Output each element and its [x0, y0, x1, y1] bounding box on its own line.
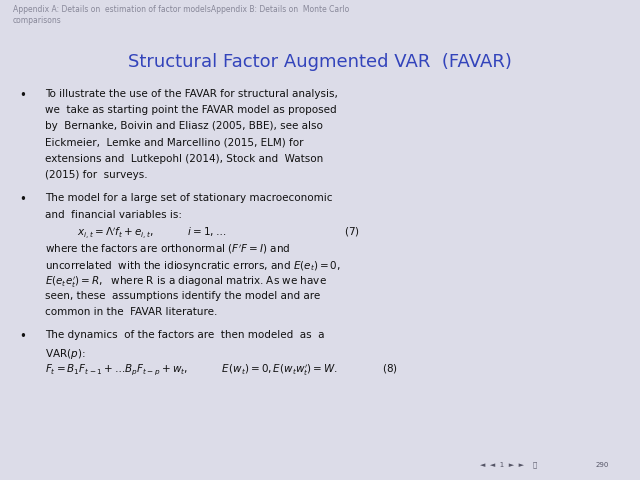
- Text: Structural Factor Augmented VAR  (FAVAR): Structural Factor Augmented VAR (FAVAR): [128, 53, 512, 71]
- Text: we  take as starting point the FAVAR model as proposed: we take as starting point the FAVAR mode…: [45, 105, 337, 115]
- Text: The dynamics  of the factors are  then modeled  as  a: The dynamics of the factors are then mod…: [45, 330, 324, 340]
- Text: The model for a large set of stationary macroeconomic: The model for a large set of stationary …: [45, 193, 332, 203]
- Text: •: •: [19, 330, 26, 343]
- Text: where the factors are orthonormal ($F'F = I$) and: where the factors are orthonormal ($F'F …: [45, 242, 290, 256]
- Text: common in the  FAVAR literature.: common in the FAVAR literature.: [45, 308, 217, 317]
- Text: VAR($p$):: VAR($p$):: [45, 347, 85, 360]
- Text: extensions and  Lutkepohl (2014), Stock and  Watson: extensions and Lutkepohl (2014), Stock a…: [45, 154, 323, 164]
- Text: 290: 290: [595, 462, 609, 468]
- Text: ◄  ◄  1  ►  ►    ８: ◄ ◄ 1 ► ► ８: [480, 461, 537, 468]
- Text: To illustrate the use of the FAVAR for structural analysis,: To illustrate the use of the FAVAR for s…: [45, 89, 338, 99]
- Text: seen, these  assumptions identify the model and are: seen, these assumptions identify the mod…: [45, 291, 320, 301]
- Text: (2015) for  surveys.: (2015) for surveys.: [45, 170, 147, 180]
- Text: $F_t = B_1 F_{t-1} + \ldots B_p F_{t-p} + w_t,$          $E(w_t) = 0, E(w_t w_t': $F_t = B_1 F_{t-1} + \ldots B_p F_{t-p} …: [45, 363, 397, 378]
- Text: $E(e_t e_t') = R,$  where R is a diagonal matrix. As we have: $E(e_t e_t') = R,$ where R is a diagonal…: [45, 275, 326, 290]
- Text: •: •: [19, 89, 26, 102]
- Text: by  Bernanke, Boivin and Eliasz (2005, BBE), see also: by Bernanke, Boivin and Eliasz (2005, BB…: [45, 121, 323, 132]
- Text: and  financial variables is:: and financial variables is:: [45, 210, 182, 219]
- Text: uncorrelated  with the idiosyncratic errors, and $E(e_t) = 0,$: uncorrelated with the idiosyncratic erro…: [45, 259, 340, 273]
- Text: Eickmeier,  Lemke and Marcellino (2015, ELM) for: Eickmeier, Lemke and Marcellino (2015, E…: [45, 138, 303, 148]
- Text: Appendix A: Details on  estimation of factor modelsAppendix B: Details on  Monte: Appendix A: Details on estimation of fac…: [13, 5, 349, 25]
- Text: $x_{i,t} = \Lambda' f_t + e_{i,t},$          $i = 1, \ldots$                    : $x_{i,t} = \Lambda' f_t + e_{i,t},$ $i =…: [77, 226, 360, 241]
- Text: •: •: [19, 193, 26, 206]
